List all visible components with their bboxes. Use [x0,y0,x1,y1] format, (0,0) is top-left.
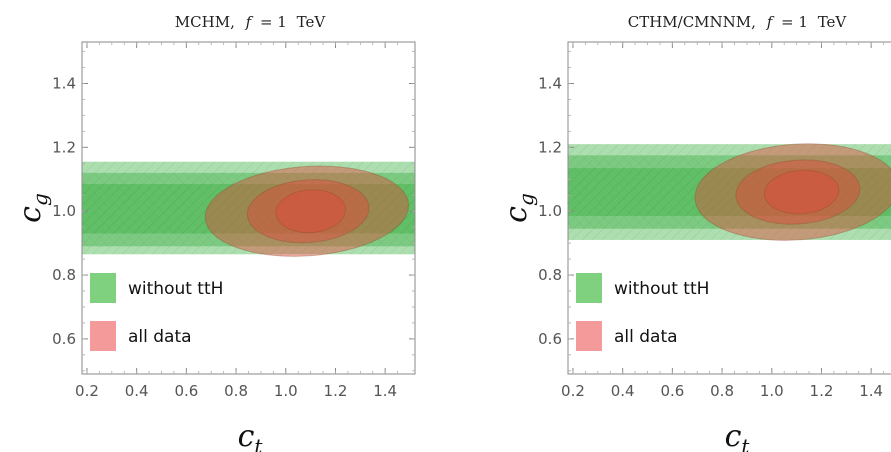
title-eq: = 1 [781,13,808,31]
axis-ticks: 0.2 0.4 0.6 0.8 1.0 1.2 1.4 0.6 0.8 1.0 1.2 1.4 [52,42,415,400]
band-hatch-3 [568,168,891,216]
ellipse-all-data-3 [275,189,346,234]
legend-swatch-all-data [576,321,602,351]
x-axis-label: ct [238,419,264,452]
x-tick-label: 1.2 [810,382,834,400]
title-param: f [766,13,775,31]
y-tick-label: 1.4 [52,75,76,93]
y-axis-label-sub: g [514,193,538,206]
x-tick-label: 1.2 [324,382,348,400]
title-unit: TeV [297,13,327,31]
legend-swatch-without-tth [90,273,116,303]
x-tick-label: 0.2 [561,382,585,400]
y-tick-label: 0.8 [538,266,562,284]
legend-swatch-all-data [90,321,116,351]
x-tick-label: 0.2 [75,382,99,400]
x-tick-label: 1.4 [859,382,883,400]
y-tick-label: 1.2 [538,138,562,156]
y-axis-label: cg [13,193,52,223]
title-param: f [245,13,254,31]
legend-label-without-tth: without ttH [128,279,223,299]
legend: without ttH all data [576,273,709,351]
title-eq: = 1 [260,13,287,31]
y-tick-label: 1.0 [52,202,76,220]
legend: without ttH all data [90,273,223,351]
ellipse-all-data-1 [204,165,410,257]
title-model: CTHM/CMNNM, [628,13,756,31]
y-axis-label-sub: g [28,193,52,206]
x-axis-label: ct [725,419,751,452]
y-tick-label: 1.2 [52,138,76,156]
y-axis-label-main: c [13,206,48,223]
x-tick-label: 0.4 [611,382,635,400]
title-model: MCHM, [175,13,235,31]
ellipse-all-data-2 [246,179,370,244]
chart-panel-cthm: CTHM/CMNNM, f = 1 TeV 0.2 0.4 0.6 0.8 1.0 1.2… [499,13,891,452]
ellipse-all-data-2 [735,159,861,225]
plot-area [568,143,891,241]
x-axis-label-main: c [725,419,742,452]
band-hatch-3 [82,184,415,234]
y-axis-label: cg [499,193,538,223]
x-tick-label: 1.0 [760,382,784,400]
legend-label-all-data: all data [128,327,192,347]
chart-title: CTHM/CMNNM, f = 1 TeV [628,13,848,31]
ellipse-all-data-1 [694,143,891,241]
y-tick-label: 0.8 [52,266,76,284]
title-unit: TeV [818,13,848,31]
chart-panel-mchm: MCHM, f = 1 TeV 0.2 0.4 0.6 0.8 1.0 1.2 1.4 0.6… [13,13,416,452]
x-tick-label: 1.4 [373,382,397,400]
axis-ticks: 0.2 0.4 0.6 0.8 1.0 1.2 1.4 0.6 0.8 1.0 1.2 1.4 [538,42,885,400]
y-tick-label: 0.6 [52,330,76,348]
chart-title: MCHM, f = 1 TeV [175,13,327,31]
plot-area [82,161,415,257]
x-tick-label: 0.4 [125,382,149,400]
legend-label-without-tth: without ttH [614,279,709,299]
y-axis-label-main: c [499,206,534,223]
x-axis-label-main: c [238,419,255,452]
y-tick-label: 1.0 [538,202,562,220]
x-tick-label: 0.8 [224,382,248,400]
x-axis-label-sub: t [741,434,750,452]
x-axis-label-sub: t [254,434,263,452]
x-tick-label: 0.6 [660,382,684,400]
legend-swatch-without-tth [576,273,602,303]
plot-frame [567,41,891,375]
ellipse-all-data-3 [763,169,840,215]
y-tick-label: 1.4 [538,75,562,93]
y-tick-label: 0.6 [538,330,562,348]
legend-label-all-data: all data [614,327,678,347]
x-tick-label: 0.6 [174,382,198,400]
x-tick-label: 0.8 [710,382,734,400]
x-tick-label: 1.0 [274,382,298,400]
